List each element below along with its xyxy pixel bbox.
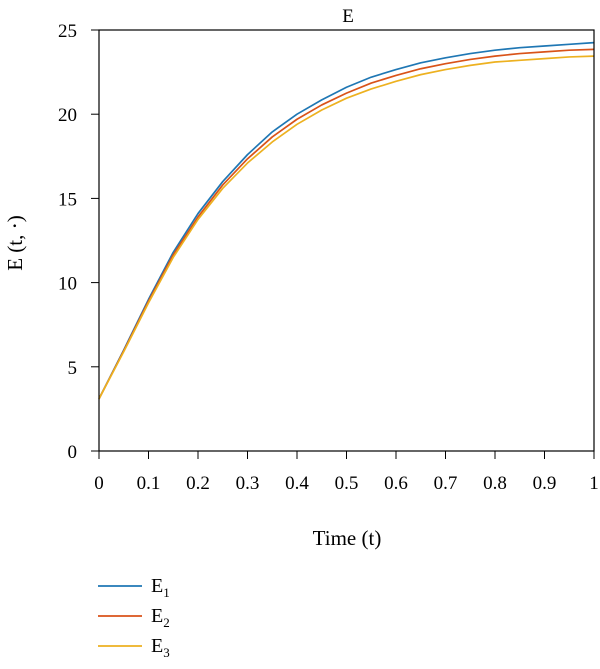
x-tick-label: 0.5 <box>335 473 359 494</box>
x-tick-label: 0.9 <box>533 473 557 494</box>
x-axis-label: Time (t) <box>313 526 382 550</box>
x-tick-label: 0.7 <box>434 473 458 494</box>
series-line-e2 <box>98 48 595 400</box>
x-tick-label: 0.8 <box>483 473 507 494</box>
y-axis-label: E (t, ⋅) <box>3 215 27 271</box>
legend: E1 E2 E3 <box>98 575 170 660</box>
y-tick-label: 10 <box>58 274 77 295</box>
series-line-e1 <box>98 41 595 400</box>
series-layer <box>98 41 595 400</box>
x-tick-label: 1 <box>589 473 599 494</box>
x-tick-label: 0.4 <box>285 473 309 494</box>
y-tick-label: 15 <box>58 189 77 210</box>
y-axis: 0 5 10 15 20 25 <box>58 21 99 463</box>
legend-label-e3: E3 <box>151 635 170 660</box>
chart-title: E <box>342 6 354 27</box>
x-tick-label: 0.2 <box>186 473 210 494</box>
x-tick-label: 0 <box>94 473 104 494</box>
x-tick-label: 0.3 <box>236 473 260 494</box>
y-tick-label: 0 <box>68 442 78 463</box>
y-tick-label: 25 <box>58 21 77 42</box>
y-tick-label: 20 <box>58 105 77 126</box>
y-tick-label: 5 <box>68 358 78 379</box>
x-tick-label: 0.1 <box>137 473 161 494</box>
legend-label-e2: E2 <box>151 605 170 630</box>
x-tick-label: 0.6 <box>384 473 408 494</box>
x-axis: 0 0.1 0.2 0.3 0.4 0.5 0.6 0.7 0.8 0.9 1 <box>94 451 599 494</box>
series-line-e3 <box>98 55 595 400</box>
legend-label-e1: E1 <box>151 575 170 600</box>
